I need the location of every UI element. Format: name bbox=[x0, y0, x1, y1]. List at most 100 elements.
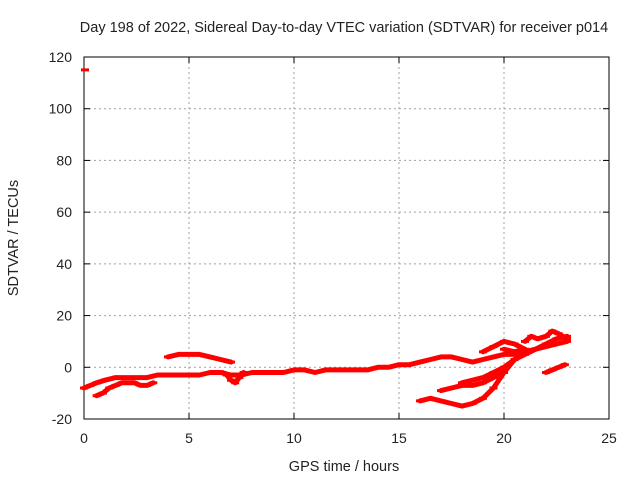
data-point bbox=[300, 368, 309, 372]
x-tick-label: 10 bbox=[286, 430, 302, 446]
data-point bbox=[426, 396, 435, 400]
data-point bbox=[437, 389, 445, 393]
x-tick-label: 0 bbox=[80, 430, 88, 446]
data-point bbox=[342, 368, 351, 372]
data-point bbox=[80, 386, 88, 390]
data-point bbox=[479, 396, 487, 400]
data-point bbox=[489, 355, 498, 359]
data-point bbox=[258, 371, 267, 374]
series-upper-arc-18-23h bbox=[458, 333, 571, 386]
series-outlier bbox=[81, 68, 89, 72]
data-point bbox=[164, 355, 172, 359]
data-point bbox=[111, 376, 120, 380]
data-point bbox=[500, 347, 508, 351]
x-tick-label: 25 bbox=[601, 430, 617, 446]
data-point bbox=[143, 383, 151, 387]
data-point bbox=[81, 68, 89, 72]
data-point bbox=[458, 383, 466, 387]
data-point bbox=[489, 371, 498, 374]
data-point bbox=[416, 360, 424, 364]
axis-ticks: 0 5 10 15 20 25 -20 0 20 40 60 80 100 120 bbox=[49, 49, 617, 446]
data-point bbox=[86, 383, 95, 387]
y-tick-label: 120 bbox=[49, 49, 73, 65]
series-loop-19-21h bbox=[479, 338, 529, 355]
data-point bbox=[195, 373, 204, 377]
data-point bbox=[269, 371, 277, 374]
y-tick-label: 100 bbox=[49, 101, 73, 117]
data-point bbox=[489, 376, 498, 380]
data-point bbox=[248, 371, 256, 374]
data-point bbox=[542, 342, 550, 346]
data-point bbox=[98, 391, 107, 395]
data-point bbox=[149, 381, 158, 385]
data-point bbox=[527, 334, 536, 338]
data-point bbox=[332, 368, 340, 372]
data-point bbox=[117, 381, 126, 385]
data-point bbox=[533, 337, 542, 341]
data-point bbox=[510, 352, 519, 356]
data-point bbox=[437, 355, 445, 359]
data-point bbox=[479, 350, 487, 354]
y-tick-label: 80 bbox=[56, 152, 72, 168]
data-point bbox=[548, 368, 557, 372]
data-point bbox=[231, 381, 240, 385]
data-point bbox=[227, 360, 235, 364]
data-point bbox=[206, 371, 214, 374]
x-axis-label: GPS time / hours bbox=[289, 459, 399, 475]
data-point bbox=[458, 358, 466, 361]
data-point bbox=[521, 339, 529, 343]
data-point bbox=[136, 383, 145, 387]
data-point bbox=[437, 399, 445, 403]
data-point bbox=[143, 376, 151, 380]
data-point bbox=[185, 373, 193, 377]
data-point bbox=[548, 329, 557, 333]
data-point bbox=[174, 373, 183, 377]
data-point bbox=[458, 404, 466, 408]
data-point bbox=[447, 355, 456, 359]
data-point bbox=[374, 365, 382, 369]
data-point bbox=[130, 381, 139, 385]
series-arc-4-7h bbox=[164, 351, 235, 365]
data-point bbox=[510, 342, 519, 346]
chart-title: Day 198 of 2022, Sidereal Day-to-day VTE… bbox=[80, 20, 608, 36]
data-point bbox=[426, 358, 435, 361]
data-point bbox=[239, 371, 248, 374]
y-tick-label: 0 bbox=[64, 359, 72, 375]
series-upper-branch-21-23h bbox=[521, 328, 571, 344]
y-tick-label: 20 bbox=[56, 308, 72, 324]
data-point bbox=[560, 363, 569, 367]
data-point bbox=[500, 339, 508, 343]
data-point bbox=[222, 373, 231, 377]
data-point bbox=[384, 365, 393, 369]
data-point bbox=[216, 358, 225, 361]
y-tick-label: 60 bbox=[56, 204, 72, 220]
data-point bbox=[206, 355, 214, 359]
data-point bbox=[321, 368, 330, 372]
data-point bbox=[105, 386, 114, 390]
data-point bbox=[554, 365, 563, 369]
data-point bbox=[395, 363, 403, 367]
data-point bbox=[416, 399, 424, 403]
data-point bbox=[468, 378, 477, 382]
data-point bbox=[363, 368, 372, 372]
data-point bbox=[489, 386, 498, 390]
data-point bbox=[311, 371, 319, 374]
data-point bbox=[479, 381, 487, 385]
data-point bbox=[279, 371, 288, 374]
series-line-lower-arc-16-20-5h bbox=[417, 357, 517, 409]
data-point bbox=[510, 350, 519, 354]
data-point bbox=[174, 352, 183, 356]
data-point bbox=[101, 378, 109, 382]
data-point bbox=[489, 345, 498, 349]
data-point bbox=[531, 347, 540, 351]
data-point bbox=[447, 386, 456, 390]
data-point bbox=[479, 376, 487, 380]
data-point bbox=[164, 373, 172, 377]
data-point bbox=[153, 373, 162, 377]
plot-frame bbox=[83, 56, 610, 420]
data-point bbox=[468, 360, 477, 364]
data-point bbox=[122, 376, 130, 380]
data-point bbox=[185, 352, 193, 356]
data-point bbox=[563, 339, 571, 343]
